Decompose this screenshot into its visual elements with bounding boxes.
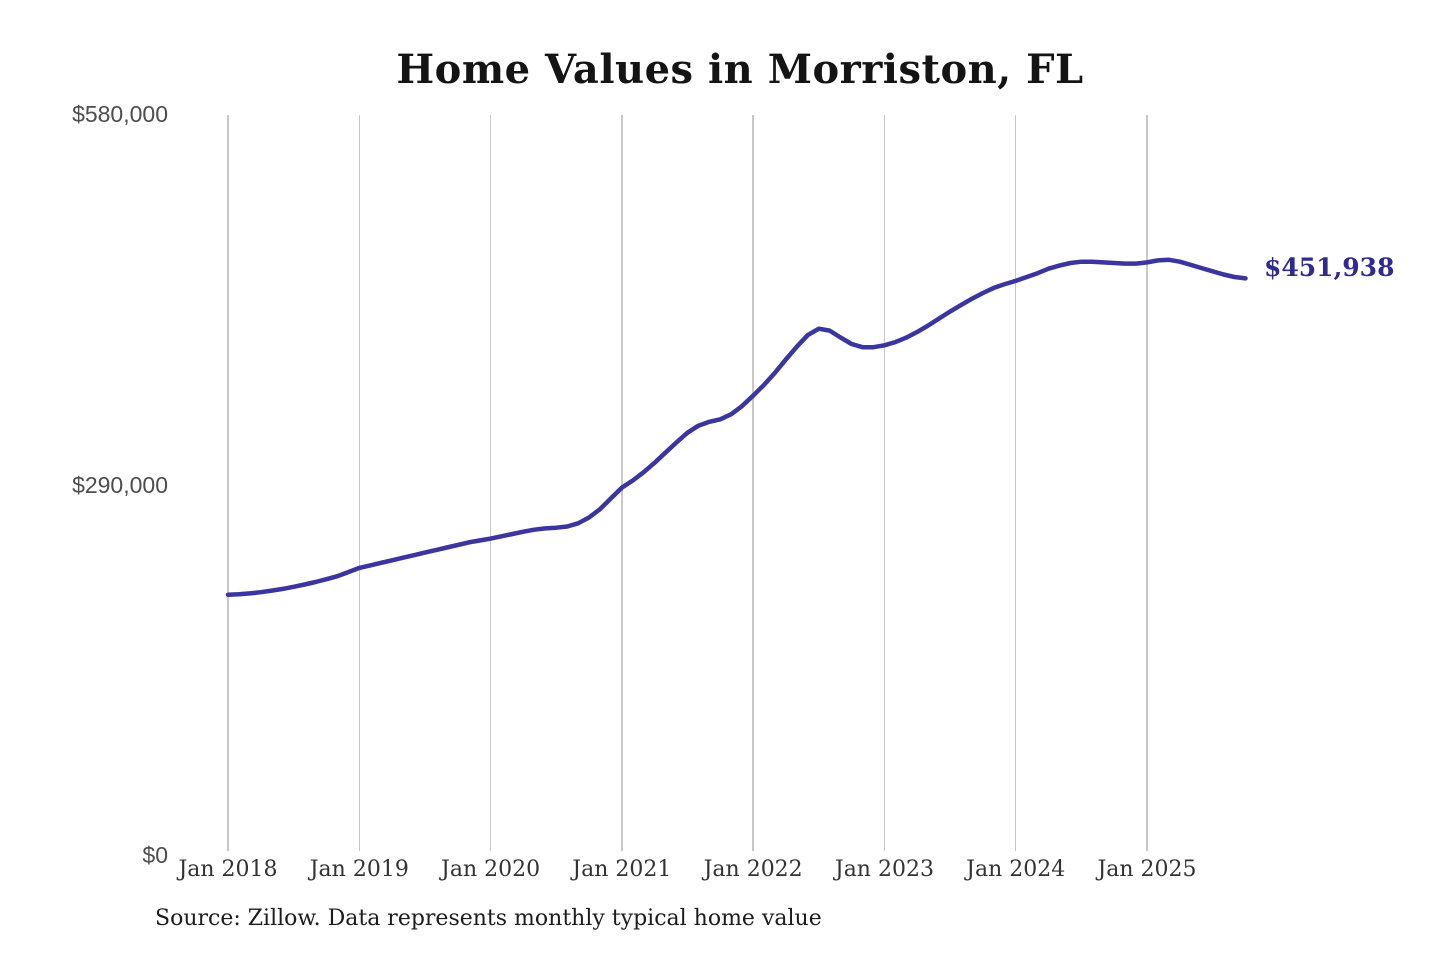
x-axis-label-jan-2025: Jan 2025: [1097, 857, 1197, 882]
x-axis-label-jan-2019: Jan 2019: [309, 857, 409, 882]
gridline-jan-2025: [1146, 115, 1148, 851]
chart-title: Home Values in Morriston, FL: [396, 46, 1084, 93]
gridline-jan-2022: [752, 115, 754, 851]
x-axis-label-jan-2020: Jan 2020: [441, 857, 541, 882]
gridline-jan-2023: [883, 115, 886, 851]
y-axis-label-0: $0: [142, 842, 168, 868]
gridline-jan-2021: [621, 115, 623, 851]
x-axis-label-jan-2018: Jan 2018: [178, 857, 278, 882]
x-axis-label-jan-2023: Jan 2023: [834, 857, 934, 882]
gridline-jan-2020: [489, 115, 492, 851]
x-axis-label-jan-2022: Jan 2022: [703, 857, 803, 882]
y-axis-label-290000: $290,000: [72, 472, 168, 498]
home-value-series-line: [225, 257, 1248, 597]
end-value-label: $451,938: [1264, 253, 1395, 282]
gridline-jan-2019: [358, 115, 361, 851]
x-axis-label-jan-2021: Jan 2021: [572, 857, 672, 882]
gridline-jan-2018: [227, 115, 229, 851]
gridline-jan-2024: [1014, 115, 1017, 851]
y-axis-label-580000: $580,000: [72, 101, 168, 127]
x-axis-label-jan-2024: Jan 2024: [966, 857, 1066, 882]
source-note: Source: Zillow. Data represents monthly …: [155, 906, 822, 931]
